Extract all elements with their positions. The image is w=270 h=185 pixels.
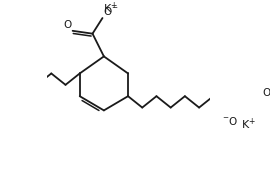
Text: K$^{+}$: K$^{+}$ — [103, 0, 119, 16]
Text: O: O — [262, 88, 270, 98]
Text: O: O — [64, 20, 72, 30]
Text: K$^{+}$: K$^{+}$ — [241, 117, 256, 132]
Text: O$^{-}$: O$^{-}$ — [103, 5, 119, 17]
Text: $^{-}$O: $^{-}$O — [222, 115, 238, 127]
